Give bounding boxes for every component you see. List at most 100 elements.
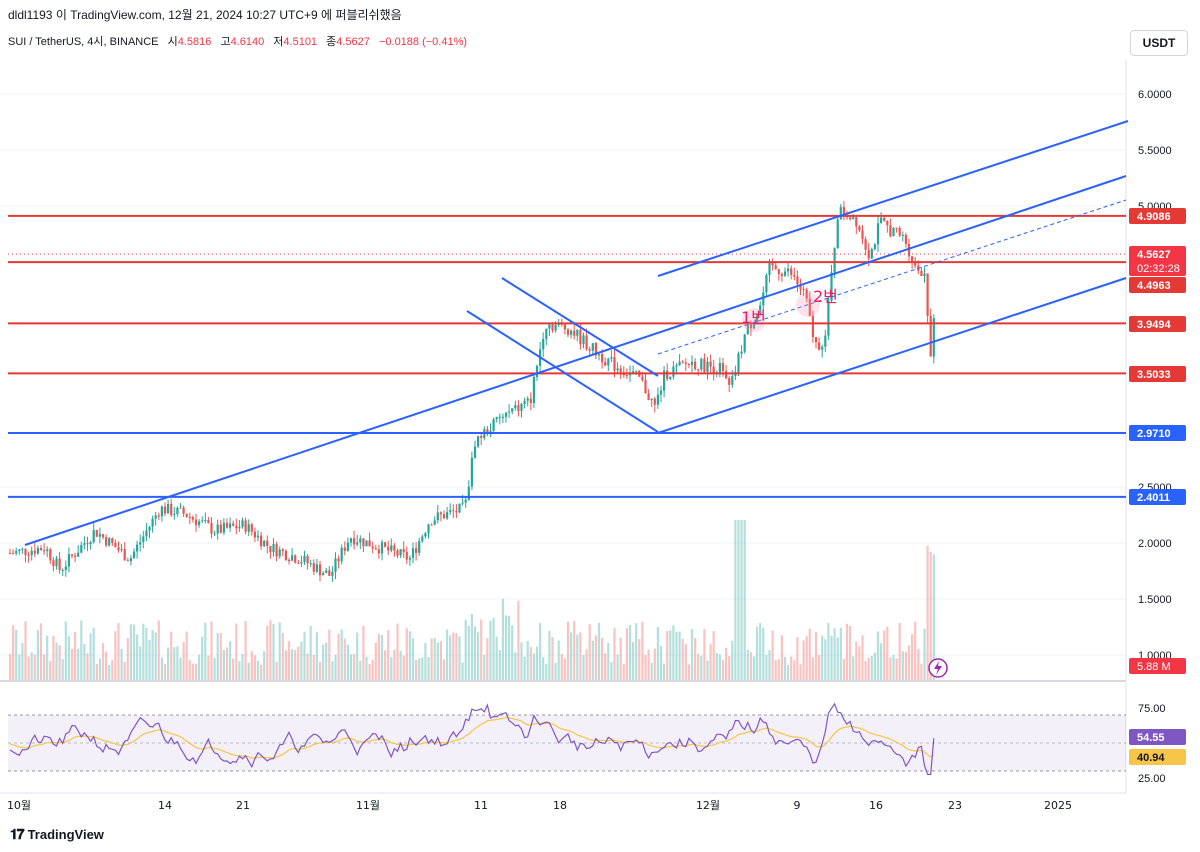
candle-body — [297, 562, 300, 564]
candle-body — [337, 558, 340, 562]
candle-body — [179, 507, 182, 509]
wedge-lower-line[interactable] — [501, 277, 659, 377]
volume-bar — [55, 642, 58, 680]
volume-bar — [535, 646, 539, 680]
volume-bar — [480, 619, 483, 680]
candle-body — [873, 244, 876, 250]
volume-bar — [21, 643, 24, 680]
high-value: 4.6140 — [230, 36, 265, 48]
volume-bar — [709, 644, 712, 680]
volume-bar — [486, 638, 489, 680]
volume-bar — [759, 622, 762, 680]
candle-body — [824, 335, 827, 347]
volume-bar — [725, 647, 728, 680]
volume-bar — [876, 631, 880, 680]
volume-bar — [483, 654, 486, 680]
volume-bar — [780, 635, 783, 680]
candle-body — [247, 524, 250, 532]
volume-bar — [244, 621, 247, 680]
channel-upper-line[interactable] — [657, 120, 1129, 277]
change-value: −0.0188 (−0.41%) — [378, 36, 468, 48]
candle-body — [923, 273, 926, 277]
volume-bar — [783, 656, 787, 680]
candle-body — [501, 416, 504, 418]
candle-body — [740, 351, 743, 354]
candle-body — [477, 435, 480, 447]
candle-body — [886, 220, 889, 226]
volume-bar — [585, 649, 588, 680]
long-trendline[interactable] — [24, 175, 1127, 546]
candle-body — [269, 545, 272, 553]
volume-bar — [331, 661, 334, 680]
horizontal-levels[interactable] — [8, 214, 1126, 498]
rsi-axis[interactable]: 75.00 25.00 — [1138, 703, 1166, 785]
candle-body — [455, 511, 458, 513]
candle-body — [343, 547, 346, 551]
candle-body — [725, 371, 728, 379]
candle-body — [129, 558, 132, 562]
candle-body — [694, 361, 697, 370]
candle-body — [328, 570, 331, 576]
price-tick-label: 2.0000 — [1138, 538, 1172, 550]
volume-bar — [399, 650, 402, 680]
candle-body — [573, 330, 576, 336]
volume-bar — [418, 658, 421, 680]
tradingview-footer[interactable]: 𝟏𝟕 TradingView — [10, 826, 104, 843]
current-price-label: 4.5627 — [1137, 249, 1171, 261]
currency-button[interactable]: USDT — [1130, 30, 1188, 56]
volume-bar — [86, 653, 89, 680]
candle-body — [126, 560, 129, 562]
volume-bar — [895, 658, 898, 680]
wedge-upper-line[interactable] — [466, 310, 659, 433]
candle-body — [418, 541, 421, 553]
candle-body — [306, 555, 309, 564]
channel-mid-line[interactable] — [657, 199, 1127, 355]
volume-bar — [746, 649, 749, 680]
candle-body — [433, 520, 436, 525]
volume-bar — [439, 641, 442, 680]
candle-body — [163, 506, 167, 514]
candle-body — [849, 217, 852, 220]
volume-bar — [616, 654, 619, 680]
volume-bar — [579, 632, 582, 680]
annotation-1-label[interactable]: 1번 — [741, 308, 766, 327]
annotation-2-label[interactable]: 2번 — [813, 287, 838, 306]
time-axis[interactable]: 10월 14 21 11월 11 18 12월 9 16 23 2025 — [7, 799, 1072, 812]
volume-bar — [498, 650, 501, 680]
candle-body — [588, 349, 591, 351]
volume-bar — [539, 623, 542, 680]
candle-body — [681, 361, 684, 363]
candle-body — [709, 361, 712, 367]
symbol-label[interactable]: SUI / TetherUS, 4시, BINANCE — [8, 36, 159, 48]
volume-bar — [39, 623, 43, 680]
candle-body — [746, 324, 749, 335]
candle-body — [554, 325, 557, 331]
volume-bar — [272, 623, 275, 680]
volume-bar — [790, 656, 793, 680]
lightning-icon[interactable] — [928, 658, 948, 678]
channel-lower-line[interactable] — [657, 277, 1127, 434]
volume-bar — [151, 629, 154, 680]
candle-body — [442, 514, 446, 519]
volume-bar — [312, 654, 315, 680]
volume-bar — [461, 662, 464, 680]
volume-bar — [796, 637, 799, 680]
candle-body — [176, 507, 179, 515]
candle-body — [511, 408, 514, 412]
candle-body — [98, 534, 101, 537]
candles[interactable] — [8, 201, 935, 582]
volume-bar — [77, 648, 80, 680]
volume-bar — [554, 662, 557, 680]
candle-body — [294, 555, 297, 563]
annotation-1-marker — [742, 308, 766, 332]
volume-bar — [672, 625, 675, 680]
candle-body — [325, 570, 328, 574]
candle-body — [207, 520, 210, 523]
price-tick-label: 6.0000 — [1138, 89, 1172, 101]
volume-bar — [27, 656, 30, 680]
volume-bar — [207, 655, 210, 680]
trend-lines[interactable] — [24, 120, 1129, 546]
volume-bar — [393, 649, 396, 680]
candle-body — [864, 239, 867, 250]
